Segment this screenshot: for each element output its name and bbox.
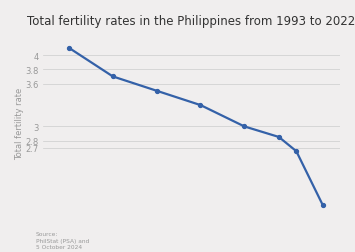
Title: Total fertility rates in the Philippines from 1993 to 2022: Total fertility rates in the Philippines… [27,15,355,28]
Y-axis label: Total fertility rate: Total fertility rate [15,87,24,159]
Text: Source:
PhilStat (PSA) and
5 October 2024: Source: PhilStat (PSA) and 5 October 202… [36,231,89,249]
